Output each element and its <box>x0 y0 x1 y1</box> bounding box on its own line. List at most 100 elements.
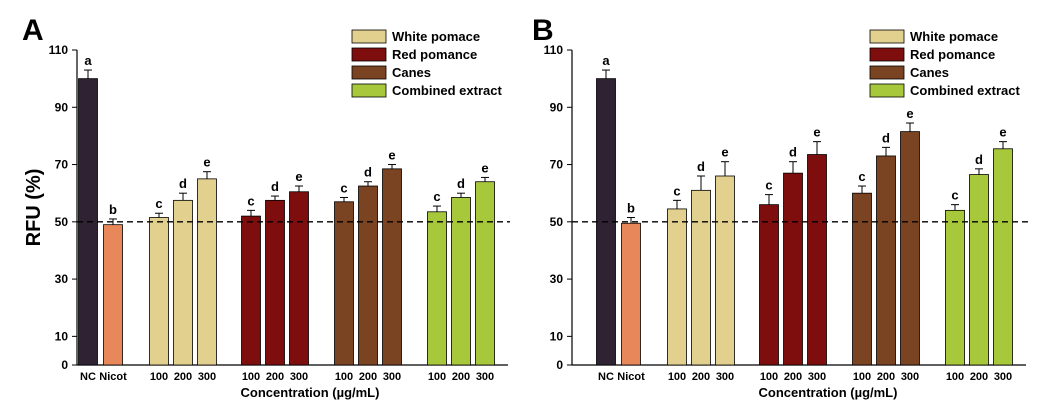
x-tick-label: 300 <box>994 371 1012 383</box>
legend-label: Combined extract <box>392 83 502 98</box>
x-tick-label: 300 <box>290 371 308 383</box>
x-tick-label: 100 <box>760 371 778 383</box>
x-tick-label: 100 <box>150 371 168 383</box>
legend-label: White pomace <box>910 29 998 44</box>
y-tick-label: 10 <box>55 329 69 343</box>
significance-letter: d <box>179 176 187 191</box>
significance-letter: e <box>813 125 820 140</box>
significance-letter: d <box>364 165 372 180</box>
bar <box>451 197 471 366</box>
y-tick-label: 110 <box>49 43 69 57</box>
bar <box>475 181 495 366</box>
legend-swatch <box>869 29 905 44</box>
x-tick-label: 300 <box>383 371 401 383</box>
x-tick-label: 200 <box>970 371 988 383</box>
legend-label: Red pomance <box>392 47 477 62</box>
legend-label: Combined extract <box>910 83 1020 98</box>
significance-letter: e <box>481 160 488 175</box>
significance-letter: d <box>271 179 279 194</box>
x-tick-label: 300 <box>476 371 494 383</box>
significance-letter: c <box>765 178 772 193</box>
significance-letter: e <box>388 148 395 163</box>
y-tick-label: 50 <box>55 215 69 229</box>
significance-letter: e <box>999 125 1006 140</box>
bar <box>241 215 261 366</box>
significance-letter: d <box>457 176 465 191</box>
significance-letter: e <box>721 145 728 160</box>
y-tick-label: 0 <box>61 358 68 372</box>
x-tick-label: NC <box>598 371 614 383</box>
significance-letter: d <box>882 130 890 145</box>
legend-swatch <box>869 83 905 98</box>
y-tick-label: 70 <box>550 158 564 172</box>
significance-letter: a <box>84 53 92 68</box>
bar <box>358 185 378 366</box>
bar <box>265 199 285 366</box>
y-tick-label: 50 <box>550 215 564 229</box>
x-tick-label: 100 <box>335 371 353 383</box>
bar <box>852 192 872 366</box>
legend-label: White pomace <box>392 29 480 44</box>
panel-A: A 0 10 30 50 70 90 110 RFU (%) a NC b Nicot c 100 d 200 e… <box>22 14 510 400</box>
significance-letter: c <box>247 193 254 208</box>
x-tick-label: 200 <box>174 371 192 383</box>
bar <box>969 174 989 366</box>
bar <box>691 189 711 366</box>
bar <box>900 131 920 366</box>
bar <box>993 148 1013 366</box>
significance-letter: b <box>627 201 635 216</box>
y-tick-label: 90 <box>55 100 69 114</box>
x-tick-label: 100 <box>242 371 260 383</box>
x-tick-label: NC <box>80 371 96 383</box>
significance-letter: c <box>951 188 958 203</box>
x-tick-label: Nicot <box>99 371 127 383</box>
x-axis-label: Concentration (µg/mL) <box>241 385 380 400</box>
bar <box>759 204 779 366</box>
bar <box>667 208 687 366</box>
significance-letter: e <box>906 106 913 121</box>
y-tick-label: 90 <box>550 100 564 114</box>
y-tick-label: 0 <box>556 358 563 372</box>
x-tick-label: 200 <box>359 371 377 383</box>
x-tick-label: 300 <box>716 371 734 383</box>
y-tick-label: 70 <box>55 158 69 172</box>
x-tick-label: Nicot <box>617 371 645 383</box>
legend-swatch <box>869 65 905 80</box>
x-tick-label: 100 <box>428 371 446 383</box>
x-axis-label: Concentration (µg/mL) <box>759 385 898 400</box>
legend-label: Red pomance <box>910 47 995 62</box>
x-tick-label: 200 <box>452 371 470 383</box>
panel-label: B <box>532 14 554 47</box>
bar <box>173 199 193 366</box>
panel-B: B 0 10 30 50 70 90 110 a NC b Nicot c 100 d 200 e 300 c 100… <box>532 14 1028 400</box>
bar <box>197 178 217 366</box>
significance-letter: c <box>155 196 162 211</box>
significance-letter: c <box>340 180 347 195</box>
significance-letter: a <box>602 53 610 68</box>
bar <box>945 209 965 366</box>
significance-letter: e <box>203 155 210 170</box>
x-tick-label: 200 <box>692 371 710 383</box>
legend-label: Canes <box>910 65 949 80</box>
bar <box>382 168 402 366</box>
bar <box>334 201 354 366</box>
bar <box>103 224 123 366</box>
x-tick-label: 300 <box>198 371 216 383</box>
y-tick-label: 30 <box>55 272 69 286</box>
significance-letter: c <box>433 189 440 204</box>
bar <box>783 172 803 366</box>
significance-letter: b <box>109 202 117 217</box>
legend-label: Canes <box>392 65 431 80</box>
x-tick-label: 200 <box>784 371 802 383</box>
legend-swatch <box>351 29 387 44</box>
significance-letter: d <box>697 159 705 174</box>
x-tick-label: 100 <box>946 371 964 383</box>
x-tick-label: 100 <box>668 371 686 383</box>
y-tick-label: 110 <box>544 43 564 57</box>
legend-swatch <box>351 83 387 98</box>
significance-letter: d <box>789 145 797 160</box>
bar <box>289 191 309 366</box>
panel-label: A <box>22 14 44 47</box>
significance-letter: e <box>295 169 302 184</box>
